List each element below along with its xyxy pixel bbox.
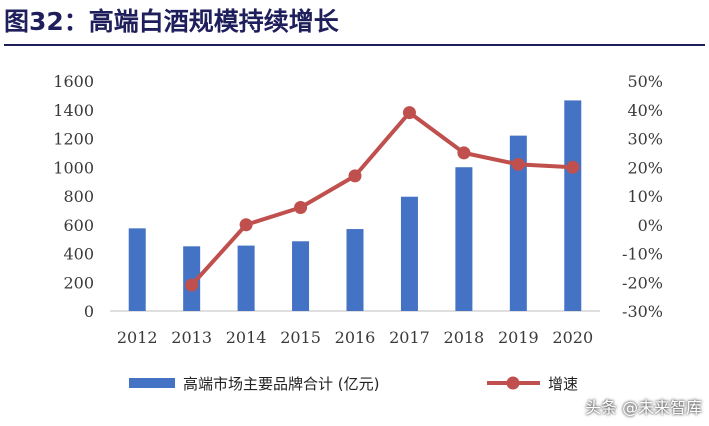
bar: [128, 228, 146, 311]
y-right-tick-label: 10%: [627, 187, 663, 206]
x-tick-label: 2019: [498, 328, 539, 347]
legend-bar-label: 高端市场主要品牌合计 (亿元): [183, 375, 379, 393]
growth-point: [566, 160, 580, 174]
growth-point: [185, 278, 199, 292]
bar-series: [128, 100, 582, 311]
chart-title: 图32：高端白酒规模持续增长: [4, 2, 704, 42]
y-right-tick-label: 30%: [627, 130, 663, 149]
watermark: 头条 @未来智库: [585, 398, 703, 417]
title-rule: [4, 44, 705, 46]
y-left-tick-label: 400: [63, 245, 94, 264]
y-right-tick-label: 40%: [627, 101, 663, 120]
y-right-tick-label: 20%: [627, 158, 663, 177]
x-tick-label: 2016: [335, 328, 376, 347]
y-left-tick-label: 1400: [53, 101, 94, 120]
y-left-tick-label: 0: [84, 302, 94, 321]
y-right-tick-label: -20%: [622, 273, 663, 292]
y-left-tick-label: 800: [63, 187, 94, 206]
growth-point: [402, 106, 416, 120]
x-axis: 2012 2013 2014 2015 2016 2017 2018 2019 2020: [117, 328, 593, 347]
y-left-tick-label: 1200: [53, 130, 94, 149]
growth-point: [294, 201, 308, 214]
x-tick-label: 2017: [389, 328, 430, 347]
y-left-tick-label: 600: [63, 216, 94, 235]
legend-bar-swatch: [129, 378, 175, 388]
growth-line: [190, 110, 573, 287]
growth-point: [511, 157, 525, 171]
x-tick-label: 2018: [444, 328, 485, 347]
x-tick-label: 2012: [117, 328, 158, 347]
y-left-tick-label: 200: [63, 273, 94, 292]
legend-line-marker: [506, 376, 520, 390]
x-tick-label: 2015: [280, 328, 321, 347]
bar: [564, 100, 582, 311]
y-right-tick-label: 0%: [638, 216, 663, 235]
x-tick-label: 2014: [226, 328, 267, 347]
legend-line-label: 增速: [548, 375, 578, 393]
x-tick-label: 2020: [552, 328, 593, 347]
x-tick-label: 2013: [171, 328, 212, 347]
title-text: 高端白酒规模持续增长: [88, 7, 339, 36]
growth-point: [239, 218, 253, 232]
y-right-tick-label: 50%: [627, 72, 663, 91]
growth-point: [348, 169, 362, 183]
y-left-tick-label: 1000: [53, 158, 94, 177]
title-prefix: 图32：: [4, 7, 89, 36]
y-right-axis: -30% -20% -10% 0% 10% 20% 30% 40% 50%: [622, 72, 663, 321]
bar: [400, 196, 418, 311]
bar: [346, 229, 364, 311]
bar: [509, 135, 527, 311]
bar: [455, 167, 473, 311]
growth-point: [457, 146, 471, 160]
line-series: [185, 106, 580, 292]
legend: 高端市场主要品牌合计 (亿元) 增速: [129, 375, 578, 393]
y-left-axis: 0 200 400 600 800 1000 1200 1400 1600: [53, 72, 94, 321]
bar: [292, 241, 310, 311]
bar: [237, 245, 255, 311]
y-right-tick-label: -10%: [622, 245, 663, 264]
y-left-tick-label: 1600: [53, 72, 94, 91]
y-right-tick-label: -30%: [622, 302, 663, 321]
